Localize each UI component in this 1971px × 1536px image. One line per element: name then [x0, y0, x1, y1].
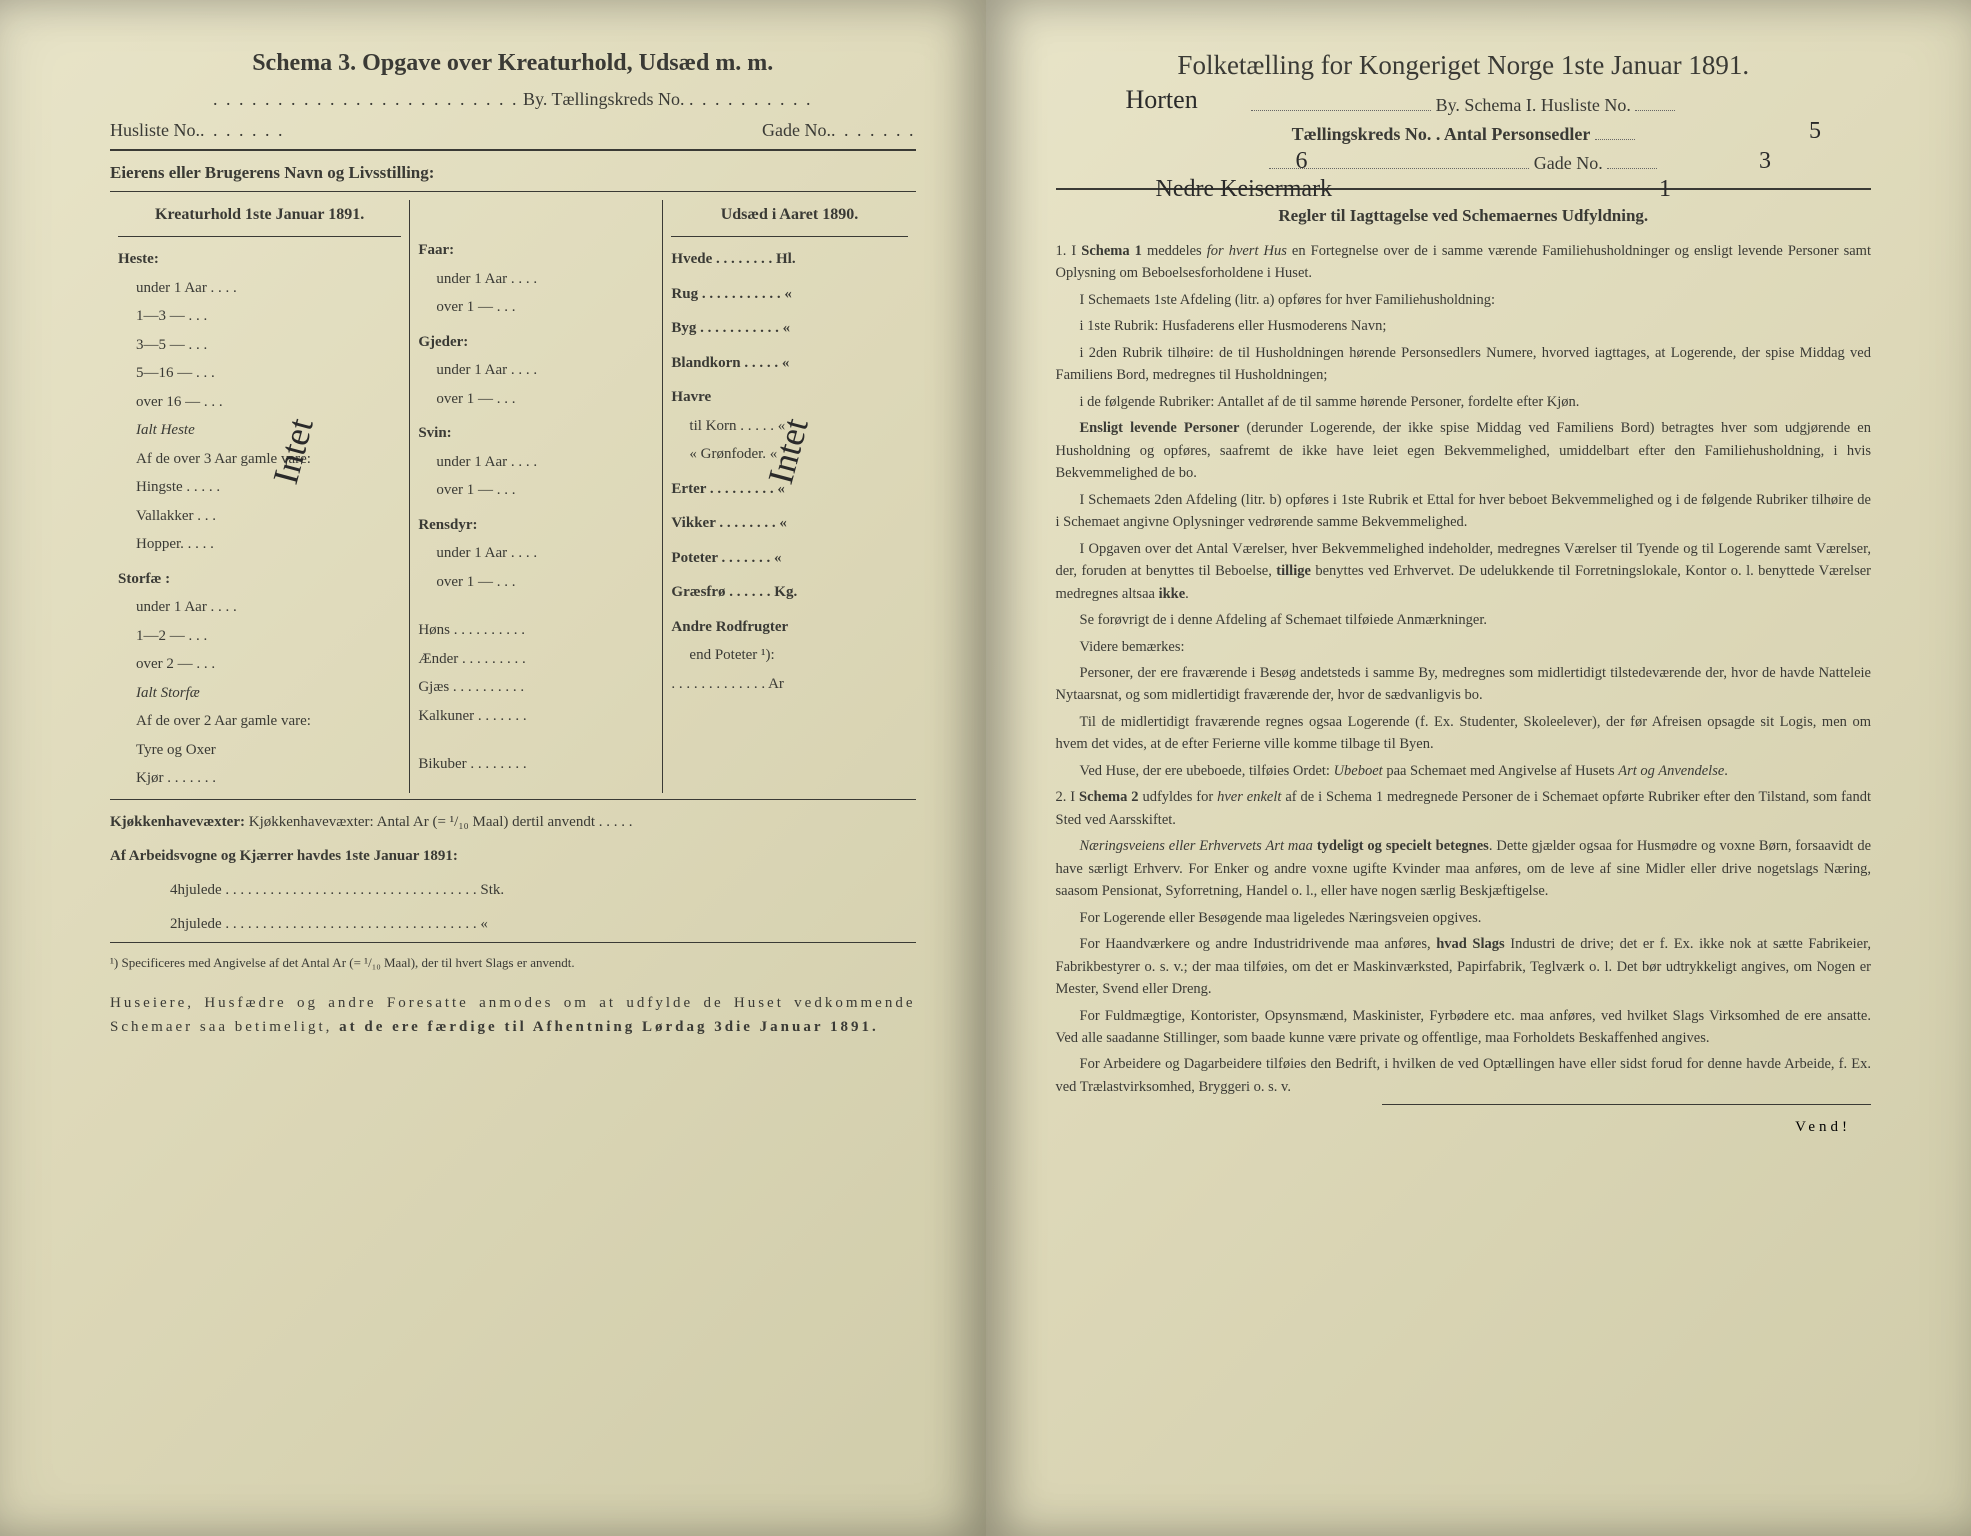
gjaes: Gjæs . . . . . . . . . . — [418, 673, 654, 702]
storfae-row: 1—2 — . . . — [118, 622, 401, 651]
handwritten-gadeno: 1 — [1659, 176, 1671, 203]
gade-line: Gade No. — [1056, 153, 1872, 174]
rule-para: i de følgende Rubriker: Antallet af de t… — [1056, 391, 1872, 413]
aender: Ænder . . . . . . . . . — [418, 645, 654, 674]
byg: Byg . . . . . . . . . . . « — [671, 314, 907, 343]
svin-row: over 1 — . . . — [418, 476, 654, 505]
handwritten-personsedler: 3 — [1759, 148, 1771, 175]
rule-para: For Logerende eller Besøgende maa ligele… — [1056, 907, 1872, 929]
kjokken-line: Kjøkkenhavevæxter: Kjøkkenhavevæxter: An… — [110, 810, 916, 834]
faar-row: under 1 Aar . . . . — [418, 265, 654, 294]
rule-para: 1. I Schema 1 meddeles for hvert Hus en … — [1056, 240, 1872, 285]
faar-label: Faar: — [418, 236, 654, 265]
end-poteter: end Poteter ¹): — [671, 641, 907, 670]
rule-para: I Schemaets 1ste Afdeling (litr. a) opfø… — [1056, 289, 1872, 311]
tyre: Tyre og Oxer — [118, 736, 401, 765]
vikker: Vikker . . . . . . . . « — [671, 509, 907, 538]
hjul4: 4hjulede . . . . . . . . . . . . . . . .… — [110, 878, 916, 902]
arbeidsvogne-line: Af Arbeidsvogne og Kjærrer havdes 1ste J… — [110, 844, 916, 868]
andre-rod: Andre Rodfrugter — [671, 613, 907, 642]
rule-para: Til de midlertidigt fraværende regnes og… — [1056, 711, 1872, 756]
til-korn: til Korn . . . . . « — [671, 412, 907, 441]
heste-row: 1—3 — . . . — [118, 302, 401, 331]
rules-body: 1. I Schema 1 meddeles for hvert Hus en … — [1056, 240, 1872, 1098]
hingste: Hingste . . . . . — [118, 473, 401, 502]
rule-para: Næringsveiens eller Erhvervets Art maa t… — [1056, 835, 1872, 902]
heste-label: Heste: — [118, 245, 401, 274]
rules-header: Regler til Iagttagelse ved Schemaernes U… — [1056, 206, 1872, 226]
rule-para: For Fuldmægtige, Kontorister, Opsynsmænd… — [1056, 1005, 1872, 1050]
kreds-line: Tællingskreds No. . Antal Personsedler — [1056, 124, 1872, 145]
kalkuner: Kalkuner . . . . . . . — [418, 702, 654, 731]
heste-row: over 16 — . . . — [118, 388, 401, 417]
vallakker: Vallakker . . . — [118, 502, 401, 531]
poteter: Poteter . . . . . . . « — [671, 544, 907, 573]
right-page: Folketælling for Kongeriget Norge 1ste J… — [986, 0, 1971, 1536]
hons: Høns . . . . . . . . . . — [418, 616, 654, 645]
rensdyr-row: under 1 Aar . . . . — [418, 539, 654, 568]
bikuber: Bikuber . . . . . . . . — [418, 750, 654, 779]
havre: Havre — [671, 383, 907, 412]
rule-para: Personer, der ere fraværende i Besøg and… — [1056, 662, 1872, 707]
af-over-3: Af de over 3 Aar gamle vare: — [118, 445, 401, 474]
left-page: Schema 3. Opgave over Kreaturhold, Udsæd… — [0, 0, 986, 1536]
hopper: Hopper. . . . . — [118, 530, 401, 559]
handwritten-gade: Nedre Keisermark — [1156, 176, 1333, 203]
schema3-title: Schema 3. Opgave over Kreaturhold, Udsæd… — [110, 50, 916, 77]
storfae-row: over 2 — . . . — [118, 650, 401, 679]
hvede: Hvede . . . . . . . . Hl. — [671, 245, 907, 274]
gjeder-row: under 1 Aar . . . . — [418, 356, 654, 385]
rule-para: i 2den Rubrik tilhøire: de til Husholdni… — [1056, 342, 1872, 387]
handwritten-kreds: 6 — [1296, 148, 1308, 175]
gronfoder: « Grønfoder. « — [671, 440, 907, 469]
by-line: . . . . . . . . . . . . . . . . . . . . … — [110, 89, 916, 110]
eierens-header: Eierens eller Brugerens Navn og Livsstil… — [110, 163, 916, 183]
heste-row: 5—16 — . . . — [118, 359, 401, 388]
book-spread: Schema 3. Opgave over Kreaturhold, Udsæd… — [0, 0, 1971, 1536]
rug: Rug . . . . . . . . . . . « — [671, 280, 907, 309]
svin-label: Svin: — [418, 419, 654, 448]
gjeder-label: Gjeder: — [418, 328, 654, 357]
census-title: Folketælling for Kongeriget Norge 1ste J… — [1056, 50, 1872, 81]
kjoer: Kjør . . . . . . . — [118, 764, 401, 793]
handwritten-by: Horten — [1126, 85, 1198, 115]
rensdyr-row: over 1 — . . . — [418, 568, 654, 597]
heste-row: 3—5 — . . . — [118, 331, 401, 360]
af-over-2: Af de over 2 Aar gamle vare: — [118, 707, 401, 736]
rule-para: Se forøvrigt de i denne Afdeling af Sche… — [1056, 609, 1872, 631]
rule-para: Ensligt levende Personer (derunder Loger… — [1056, 417, 1872, 484]
storfae-row: under 1 Aar . . . . — [118, 593, 401, 622]
footnote: ¹) Specificeres med Angivelse af det Ant… — [110, 955, 916, 971]
svin-row: under 1 Aar . . . . — [418, 448, 654, 477]
ialt-heste: Ialt Heste — [118, 416, 401, 445]
rule-para: Ved Huse, der ere ubeboede, tilføies Ord… — [1056, 760, 1872, 782]
vend: Vend! — [1056, 1119, 1872, 1136]
handwritten-husliste: 5 — [1809, 118, 1821, 145]
ialt-storfae: Ialt Storfæ — [118, 679, 401, 708]
gjeder-row: over 1 — . . . — [418, 385, 654, 414]
col2-header: Udsæd i Aaret 1890. — [671, 200, 907, 237]
rule-para: Videre bemærkes: — [1056, 636, 1872, 658]
rule-para: I Opgaven over det Antal Værelser, hver … — [1056, 538, 1872, 605]
erter: Erter . . . . . . . . . « — [671, 475, 907, 504]
storfae-label: Storfæ : — [118, 565, 401, 594]
blandkorn: Blandkorn . . . . . « — [671, 349, 907, 378]
rule-para: I Schemaets 2den Afdeling (litr. b) opfø… — [1056, 489, 1872, 534]
col1-header: Kreaturhold 1ste Januar 1891. — [118, 200, 401, 237]
rule-para: 2. I Schema 2 udfyldes for hver enkelt a… — [1056, 786, 1872, 831]
rule-para: For Arbeidere og Dagarbeidere tilføies d… — [1056, 1053, 1872, 1098]
rensdyr-label: Rensdyr: — [418, 511, 654, 540]
rule-para: For Haandværkere og andre Industridriven… — [1056, 933, 1872, 1000]
closing-text: Huseiere, Husfædre og andre Foresatte an… — [110, 991, 916, 1039]
hjul2: 2hjulede . . . . . . . . . . . . . . . .… — [110, 912, 916, 936]
ar-line: . . . . . . . . . . . . . Ar — [671, 670, 907, 699]
faar-row: over 1 — . . . — [418, 293, 654, 322]
graesfro: Græsfrø . . . . . . Kg. — [671, 578, 907, 607]
rule-para: i 1ste Rubrik: Husfaderens eller Husmode… — [1056, 315, 1872, 337]
form-columns: Kreaturhold 1ste Januar 1891. Heste: und… — [110, 200, 916, 793]
heste-row: under 1 Aar . . . . — [118, 274, 401, 303]
husliste-line: Husliste No.. . . . . . . Gade No.. . . … — [110, 120, 916, 141]
